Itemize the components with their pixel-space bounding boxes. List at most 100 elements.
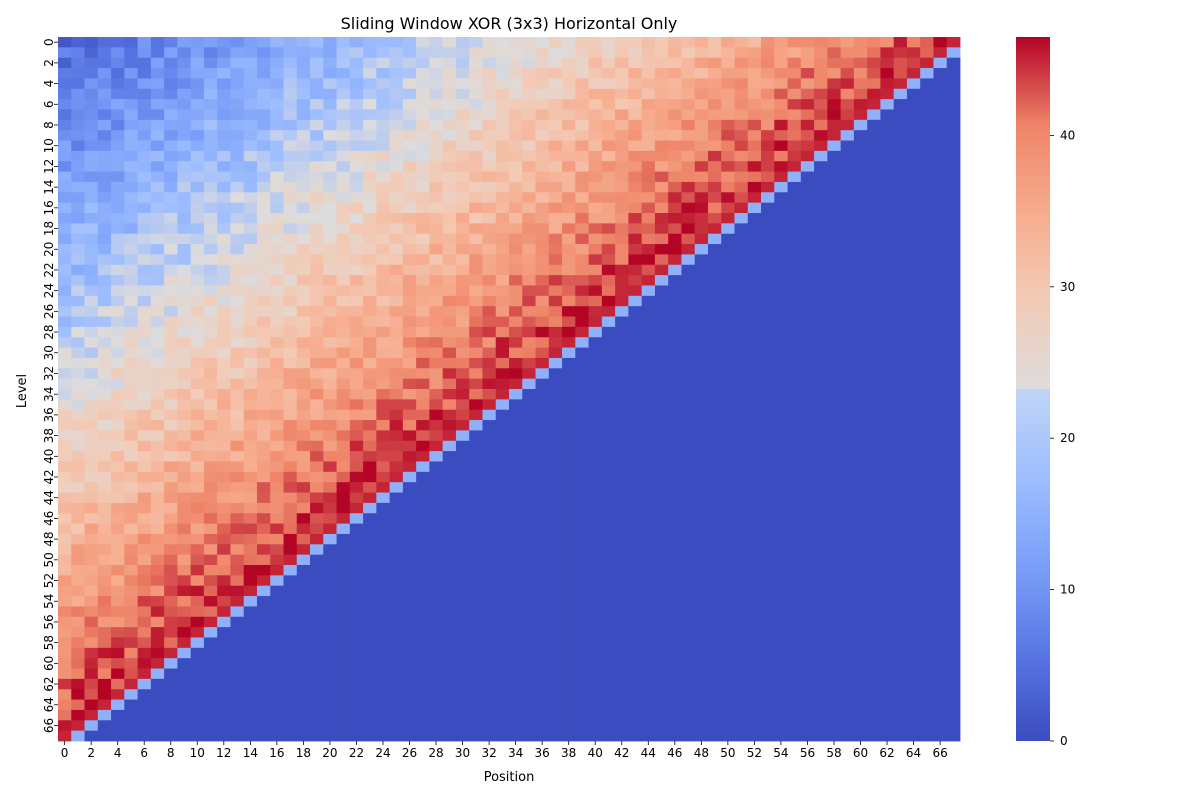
heatmap-cell bbox=[787, 502, 802, 514]
heatmap-cell bbox=[509, 161, 523, 172]
heatmap-cell bbox=[535, 140, 550, 152]
heatmap-cell bbox=[920, 523, 934, 535]
heatmap-cell bbox=[376, 119, 391, 131]
heatmap-cell bbox=[840, 254, 855, 266]
heatmap-cell bbox=[71, 678, 85, 690]
heatmap-cell bbox=[84, 544, 99, 556]
heatmap-cell bbox=[363, 78, 377, 90]
heatmap-cell bbox=[203, 451, 218, 462]
heatmap-cell bbox=[800, 181, 815, 193]
heatmap-cell bbox=[150, 285, 165, 297]
heatmap-cell bbox=[867, 119, 881, 131]
heatmap-cell bbox=[469, 357, 483, 369]
heatmap-cell bbox=[296, 440, 311, 452]
heatmap-cell bbox=[495, 109, 510, 121]
heatmap-cell bbox=[349, 420, 364, 431]
heatmap-cell bbox=[628, 399, 643, 411]
heatmap-cell bbox=[827, 668, 842, 680]
heatmap-cell bbox=[482, 99, 497, 110]
heatmap-cell bbox=[469, 295, 483, 307]
heatmap-cell bbox=[376, 316, 391, 328]
heatmap-cell bbox=[84, 99, 99, 110]
heatmap-cell bbox=[853, 254, 868, 266]
heatmap-cell bbox=[150, 616, 165, 628]
heatmap-cell bbox=[761, 461, 775, 473]
heatmap-cell bbox=[575, 68, 589, 79]
heatmap-cell bbox=[946, 482, 961, 493]
heatmap-cell bbox=[654, 720, 669, 732]
heatmap-cell bbox=[641, 37, 656, 48]
heatmap-cell bbox=[575, 461, 589, 473]
heatmap-cell bbox=[71, 451, 85, 462]
heatmap-cell bbox=[190, 78, 205, 90]
heatmap-cell bbox=[270, 689, 284, 700]
heatmap-cell bbox=[323, 285, 337, 297]
heatmap-cell bbox=[243, 326, 258, 338]
heatmap-cell bbox=[402, 264, 417, 276]
heatmap-cell bbox=[469, 337, 483, 348]
heatmap-cell bbox=[509, 554, 523, 566]
heatmap-cell bbox=[509, 440, 523, 452]
heatmap-cell bbox=[721, 306, 735, 317]
heatmap-cell bbox=[615, 109, 629, 121]
heatmap-cell bbox=[363, 482, 377, 493]
heatmap-cell bbox=[442, 730, 457, 742]
heatmap-cell bbox=[707, 130, 722, 141]
heatmap-cell bbox=[827, 88, 842, 100]
heatmap-cell bbox=[217, 171, 231, 183]
y-tick-label: 30 bbox=[42, 345, 56, 360]
heatmap-cell bbox=[455, 554, 470, 566]
heatmap-cell bbox=[469, 37, 483, 48]
heatmap-cell bbox=[256, 295, 271, 307]
heatmap-cell bbox=[946, 130, 961, 141]
heatmap-cell bbox=[588, 161, 603, 172]
heatmap-cell bbox=[217, 596, 231, 607]
heatmap-cell bbox=[495, 171, 510, 183]
heatmap-cell bbox=[522, 492, 536, 504]
heatmap-cell bbox=[654, 202, 669, 214]
heatmap-cell bbox=[111, 451, 125, 462]
heatmap-cell bbox=[97, 223, 112, 235]
heatmap-cell bbox=[880, 451, 895, 462]
heatmap-cell bbox=[217, 192, 231, 204]
heatmap-cell bbox=[787, 420, 802, 431]
heatmap-cell bbox=[575, 130, 589, 141]
heatmap-cell bbox=[323, 492, 337, 504]
heatmap-cell bbox=[694, 440, 709, 452]
heatmap-cell bbox=[787, 109, 802, 121]
heatmap-cell bbox=[906, 233, 921, 245]
heatmap-cell bbox=[416, 99, 430, 110]
heatmap-cell bbox=[349, 326, 364, 338]
heatmap-cell bbox=[906, 616, 921, 628]
heatmap-cell bbox=[800, 37, 815, 48]
heatmap-cell bbox=[455, 47, 470, 59]
heatmap-cell bbox=[429, 285, 444, 297]
heatmap-cell bbox=[429, 181, 444, 193]
heatmap-cell bbox=[761, 357, 775, 369]
heatmap-cell bbox=[416, 565, 430, 576]
heatmap-cell bbox=[469, 616, 483, 628]
heatmap-cell bbox=[376, 140, 391, 152]
colorbar-gradient bbox=[1016, 37, 1050, 741]
heatmap-cell bbox=[349, 627, 364, 638]
heatmap-cell bbox=[402, 233, 417, 245]
heatmap-cell bbox=[906, 502, 921, 514]
heatmap-cell bbox=[893, 461, 908, 473]
heatmap-cell bbox=[97, 730, 112, 742]
heatmap-cell bbox=[509, 68, 523, 79]
y-tick-label: 6 bbox=[42, 100, 56, 108]
heatmap-cell bbox=[296, 647, 311, 659]
heatmap-cell bbox=[707, 202, 722, 214]
heatmap-cell bbox=[628, 306, 643, 317]
heatmap-cell bbox=[363, 502, 377, 514]
heatmap-cell bbox=[920, 616, 934, 628]
heatmap-cell bbox=[455, 720, 470, 732]
heatmap-cell bbox=[190, 202, 205, 214]
heatmap-cell bbox=[442, 420, 457, 431]
heatmap-cell bbox=[747, 730, 762, 742]
heatmap-cell bbox=[946, 368, 961, 380]
heatmap-cell bbox=[482, 244, 497, 255]
heatmap-cell bbox=[840, 689, 855, 700]
heatmap-cell bbox=[58, 627, 72, 638]
heatmap-cell bbox=[509, 213, 523, 224]
